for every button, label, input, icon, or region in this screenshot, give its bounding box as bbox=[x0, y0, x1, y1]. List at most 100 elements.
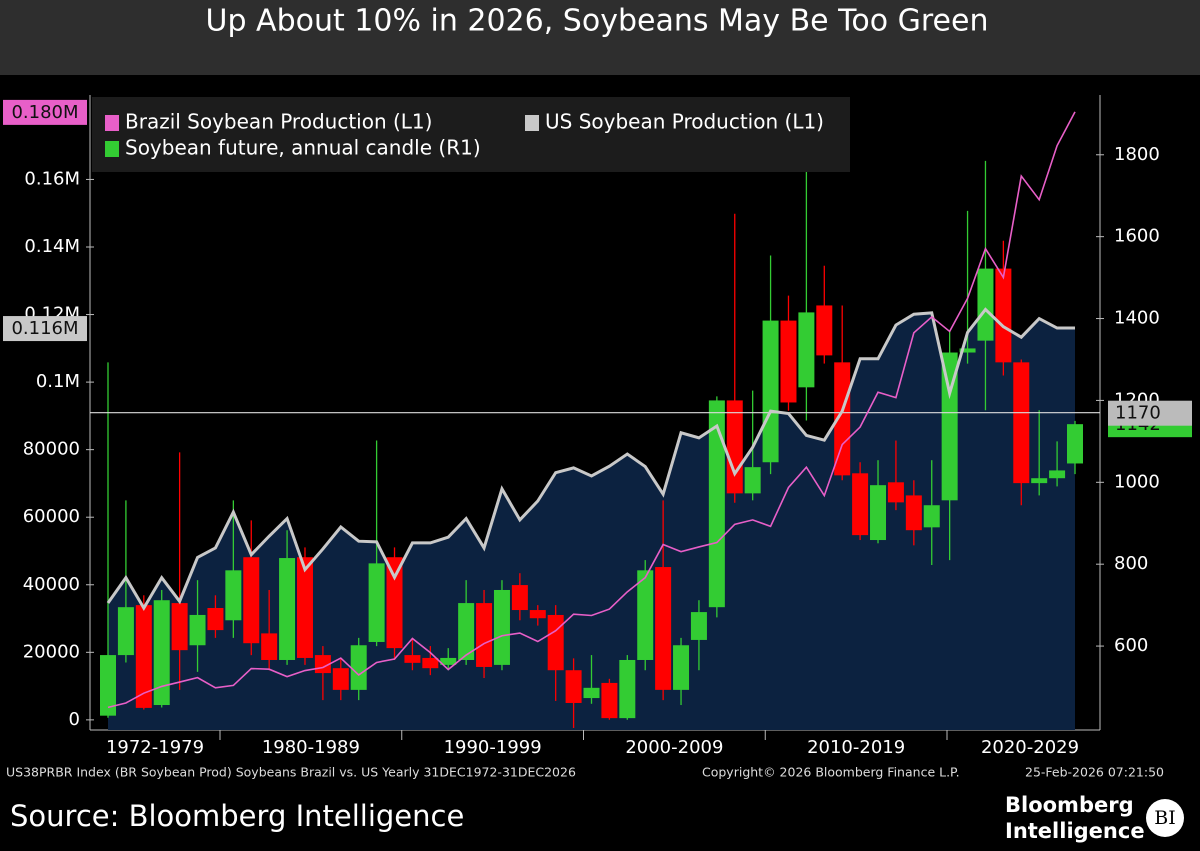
logo-circle bbox=[1146, 799, 1184, 837]
x-group-label: 1972-1979 bbox=[106, 737, 204, 758]
candle-body bbox=[762, 320, 779, 463]
candle-body bbox=[458, 603, 475, 660]
footnote: US38PRBR Index (BR Soybean Prod) Soybean… bbox=[6, 765, 576, 780]
candle-body bbox=[100, 655, 116, 716]
candle-body bbox=[1049, 470, 1066, 479]
y2-tick-label: 1000 bbox=[1114, 471, 1160, 492]
candle-body bbox=[655, 567, 672, 690]
candle-body bbox=[726, 400, 743, 494]
candle-body bbox=[440, 657, 457, 665]
value-label: 0.180M bbox=[11, 102, 78, 123]
candle-body bbox=[780, 320, 797, 403]
logo-text: Intelligence bbox=[1005, 819, 1145, 843]
candle-body bbox=[243, 557, 260, 644]
candle-body bbox=[565, 670, 582, 703]
legend-swatch bbox=[105, 141, 119, 157]
legend-swatch bbox=[525, 115, 539, 131]
candle-body bbox=[673, 645, 690, 690]
candle-body bbox=[279, 558, 296, 660]
candle-body bbox=[977, 268, 994, 341]
candle-body bbox=[261, 633, 278, 660]
candle-body bbox=[386, 557, 403, 649]
legend-box bbox=[92, 97, 850, 172]
candle-body bbox=[422, 657, 439, 669]
candle-body bbox=[511, 585, 528, 611]
candle-body bbox=[225, 570, 242, 621]
candle-body bbox=[619, 659, 636, 719]
line bbox=[106, 307, 1075, 612]
candle-body bbox=[601, 682, 618, 719]
candle-body bbox=[959, 348, 976, 353]
candle-body bbox=[368, 563, 385, 642]
candle-body bbox=[207, 607, 224, 631]
candle-body bbox=[1031, 478, 1048, 484]
candle-body bbox=[153, 600, 170, 706]
plot-area: 0200004000060000800000.1M0.12M0.14M0.16M… bbox=[3, 95, 1192, 758]
candle-body bbox=[189, 614, 206, 646]
x-group-label: 2020-2029 bbox=[981, 737, 1079, 758]
candle-body bbox=[171, 603, 188, 651]
value-label: 1170 bbox=[1115, 403, 1161, 424]
footnote: Copyright© 2026 Bloomberg Finance L.P. bbox=[702, 765, 960, 780]
candle-body bbox=[941, 352, 958, 501]
candle-body bbox=[547, 614, 564, 671]
title-bar bbox=[0, 0, 1200, 75]
y-tick-label: 0.14M bbox=[24, 236, 80, 257]
candle-body bbox=[1067, 424, 1083, 464]
logo-mark: BI bbox=[1154, 807, 1175, 829]
legend-label: US Soybean Production (L1) bbox=[545, 110, 824, 134]
candle-body bbox=[1013, 362, 1030, 484]
x-group-label: 1990-1999 bbox=[444, 737, 542, 758]
candle-body bbox=[135, 605, 152, 708]
y2-tick-label: 800 bbox=[1114, 553, 1148, 574]
x-group-label: 2010-2019 bbox=[807, 737, 905, 758]
candle-body bbox=[350, 645, 367, 690]
y2-tick-label: 600 bbox=[1114, 635, 1148, 656]
logo-text: Bloomberg bbox=[1005, 793, 1134, 817]
legend-swatch bbox=[105, 115, 119, 131]
candle-body bbox=[870, 485, 887, 541]
footnote: 25-Feb-2026 07:21:50 bbox=[1025, 765, 1164, 780]
candle-body bbox=[834, 362, 851, 476]
y-tick-label: 0.16M bbox=[24, 168, 80, 189]
candle-body bbox=[798, 312, 815, 388]
candle-body bbox=[404, 655, 421, 663]
value-label: 0.116M bbox=[11, 318, 78, 339]
candle-body bbox=[816, 305, 833, 356]
x-group-label: 2000-2009 bbox=[625, 737, 723, 758]
candle-body bbox=[744, 467, 761, 494]
candle-body bbox=[690, 612, 707, 640]
y2-tick-label: 1600 bbox=[1114, 226, 1160, 247]
y2-tick-label: 1400 bbox=[1114, 308, 1160, 329]
candle-body bbox=[332, 668, 349, 690]
area-fill bbox=[108, 309, 1075, 730]
candle-body bbox=[887, 482, 904, 503]
chart-title: Up About 10% in 2026, Soybeans May Be To… bbox=[206, 4, 989, 39]
legend-label: Soybean future, annual candle (R1) bbox=[125, 136, 481, 160]
y-tick-label: 20000 bbox=[23, 641, 80, 662]
y-tick-label: 80000 bbox=[23, 439, 80, 460]
candle-body bbox=[583, 687, 600, 699]
candle-body bbox=[493, 589, 510, 665]
y-tick-label: 0.1M bbox=[36, 371, 80, 392]
candle-body bbox=[529, 610, 546, 619]
y-tick-label: 0 bbox=[69, 709, 80, 730]
y-tick-label: 40000 bbox=[23, 574, 80, 595]
candle-body bbox=[708, 400, 725, 608]
candle-body bbox=[637, 570, 654, 660]
candle-body bbox=[852, 473, 869, 536]
x-group-label: 1980-1989 bbox=[262, 737, 360, 758]
candle-body bbox=[923, 505, 940, 528]
candle-body bbox=[995, 268, 1012, 363]
value-label-box bbox=[3, 99, 87, 125]
y-tick-label: 60000 bbox=[23, 506, 80, 527]
source: Source: Bloomberg Intelligence bbox=[10, 799, 464, 833]
candle-body bbox=[296, 557, 313, 658]
legend-label: Brazil Soybean Production (L1) bbox=[125, 110, 432, 134]
y2-tick-label: 1800 bbox=[1114, 144, 1160, 165]
line bbox=[107, 111, 1076, 709]
value-label-box bbox=[1108, 400, 1192, 426]
candle-body bbox=[117, 607, 134, 656]
